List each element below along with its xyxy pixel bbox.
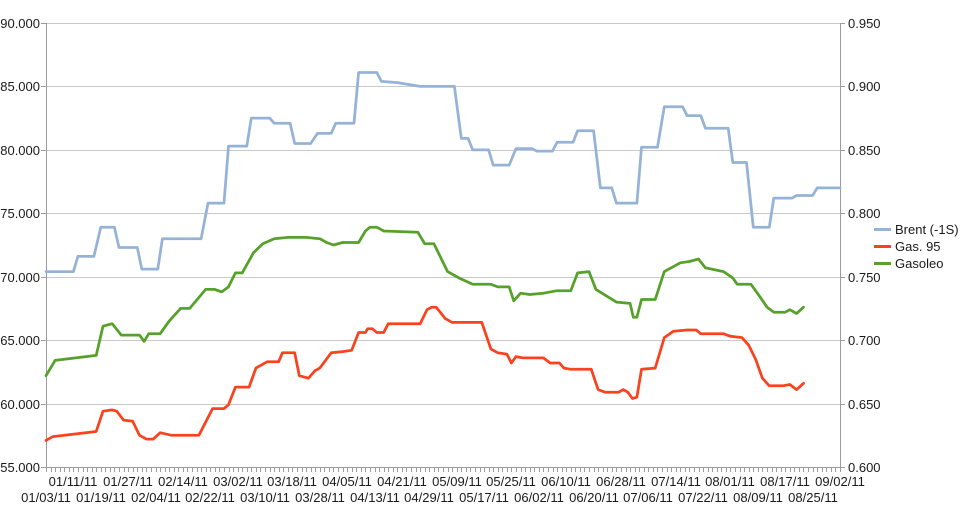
- y-axis-right-label: 0.700: [848, 333, 881, 348]
- x-axis-label: 06/28/11: [596, 474, 646, 489]
- x-axis-label: 06/10/11: [541, 474, 591, 489]
- series-line-brent-1s: [44, 71, 842, 273]
- series-line-gas-95: [44, 305, 805, 442]
- y-axis-left-label: 75.000: [0, 206, 40, 221]
- legend-item: Gas. 95: [874, 238, 959, 255]
- y-axis-right-label: 0.850: [848, 143, 881, 158]
- x-axis-label: 08/25/11: [788, 490, 838, 505]
- x-axis-label: 05/09/11: [432, 474, 482, 489]
- x-axis-label: 01/03/11: [21, 490, 71, 505]
- series-line-gasoleo: [44, 225, 805, 378]
- x-axis-label: 02/14/11: [158, 474, 208, 489]
- x-axis-label: 08/17/11: [760, 474, 810, 489]
- x-axis-label: 05/17/11: [459, 490, 509, 505]
- x-axis-label: 07/06/11: [623, 490, 673, 505]
- x-axis-label: 07/22/11: [678, 490, 728, 505]
- y-axis-left-label: 70.000: [0, 270, 40, 285]
- legend: Brent (-1S) Gas. 95 Gasoleo: [874, 221, 959, 272]
- x-axis-label: 06/02/11: [514, 490, 564, 505]
- y-axis-right-label: 0.750: [848, 270, 881, 285]
- y-axis-right-label: 0.650: [848, 397, 881, 412]
- x-axis-label: 03/02/11: [213, 474, 263, 489]
- x-axis-label: 09/02/11: [815, 474, 865, 489]
- y-axis-left-label: 90.000: [0, 16, 40, 31]
- y-axis-right-label: 0.600: [848, 460, 881, 475]
- legend-item: Brent (-1S): [874, 221, 959, 238]
- x-axis-label: 02/22/11: [185, 490, 235, 505]
- x-axis-label: 03/18/11: [267, 474, 317, 489]
- y-axis-left-label: 55.000: [0, 460, 40, 475]
- legend-label: Gas. 95: [895, 239, 941, 254]
- y-axis-right-label: 0.900: [848, 79, 881, 94]
- x-axis-label: 01/27/11: [103, 474, 153, 489]
- y-axis-right-label: 0.950: [848, 16, 881, 31]
- x-axis-label: 08/01/11: [705, 474, 755, 489]
- x-axis-label: 01/11/11: [48, 474, 98, 489]
- x-axis-label: 06/20/11: [569, 490, 619, 505]
- x-axis-label: 03/10/11: [240, 490, 290, 505]
- x-axis-label: 04/05/11: [322, 474, 372, 489]
- legend-label: Brent (-1S): [895, 222, 959, 237]
- legend-swatch-icon: [874, 228, 891, 231]
- y-axis-left-label: 60.000: [0, 397, 40, 412]
- x-axis-label: 04/21/11: [377, 474, 427, 489]
- y-axis-left-label: 80.000: [0, 143, 40, 158]
- legend-swatch-icon: [874, 245, 891, 248]
- x-axis-label: 02/04/11: [131, 490, 181, 505]
- x-axis-label: 04/29/11: [404, 490, 454, 505]
- x-axis-label: 01/19/11: [76, 490, 126, 505]
- legend-label: Gasoleo: [895, 256, 944, 271]
- x-axis-label: 07/14/11: [651, 474, 701, 489]
- x-axis-label: 05/25/11: [486, 474, 536, 489]
- x-axis-label: 03/28/11: [295, 490, 345, 505]
- y-axis-right-label: 0.800: [848, 206, 881, 221]
- y-axis-left-label: 85.000: [0, 79, 40, 94]
- y-axis-left-label: 65.000: [0, 333, 40, 348]
- legend-swatch-icon: [874, 262, 891, 265]
- x-axis-label: 08/09/11: [733, 490, 783, 505]
- x-axis-label: 04/13/11: [350, 490, 400, 505]
- legend-item: Gasoleo: [874, 255, 959, 272]
